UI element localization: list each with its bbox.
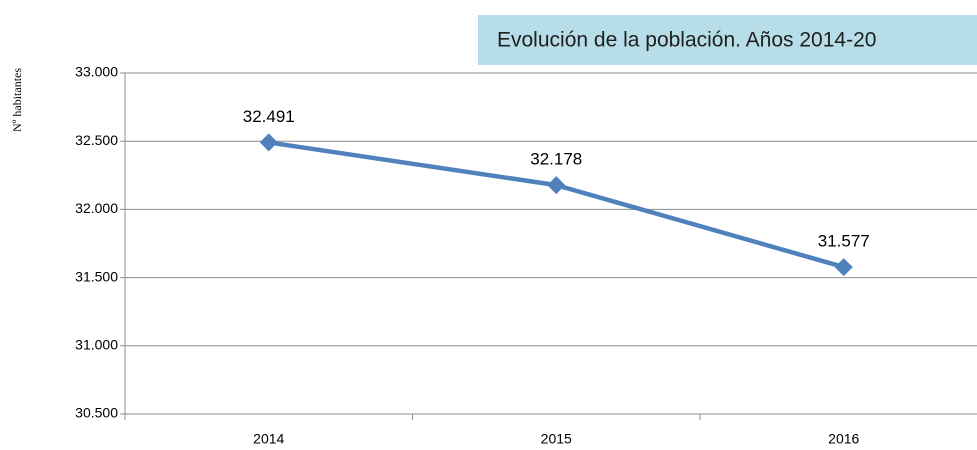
y-tick-label: 33.000	[75, 64, 118, 80]
chart-title: Evolución de la población. Años 2014-20	[497, 29, 876, 52]
y-axis-label: Nº habitantes	[10, 68, 24, 132]
data-label: 32.491	[243, 107, 295, 126]
data-label: 32.178	[530, 150, 582, 169]
x-tick-label: 2016	[828, 431, 859, 447]
x-tick-label: 2015	[541, 431, 572, 447]
y-tick-label: 31.500	[75, 268, 118, 284]
y-tick-label: 32.500	[75, 132, 118, 148]
title-box	[478, 15, 977, 65]
marker	[259, 133, 278, 152]
y-tick-label: 30.500	[75, 405, 118, 421]
x-tick-label: 2014	[253, 431, 284, 447]
y-tick-label: 32.000	[75, 200, 118, 216]
marker	[834, 258, 853, 277]
y-tick-label: 31.000	[75, 337, 118, 353]
marker	[547, 176, 566, 195]
data-label: 31.577	[818, 232, 870, 251]
